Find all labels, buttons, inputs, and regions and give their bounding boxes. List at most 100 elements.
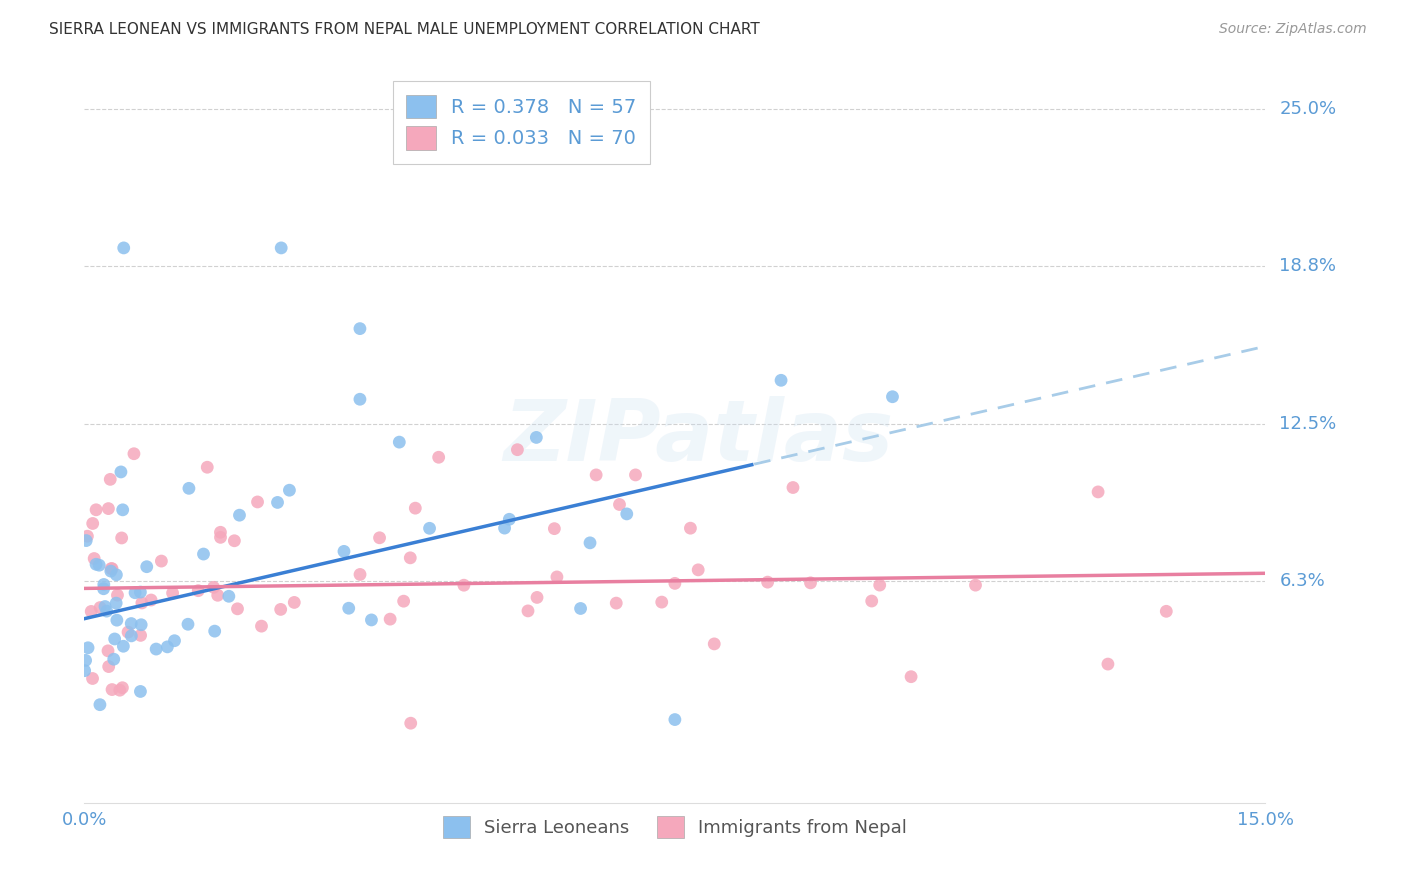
Point <box>799 575 821 590</box>
Point <box>349 321 371 335</box>
Point <box>427 450 450 465</box>
Point <box>100 564 122 578</box>
Point <box>177 481 200 495</box>
Point <box>93 577 115 591</box>
Point <box>224 533 246 548</box>
Point <box>129 585 152 599</box>
Point <box>278 483 301 498</box>
Point <box>1097 657 1119 671</box>
Point <box>195 460 218 475</box>
Point <box>89 698 111 712</box>
Point <box>162 586 184 600</box>
Point <box>1156 604 1178 618</box>
Text: 18.8%: 18.8% <box>1279 257 1336 275</box>
Point <box>110 465 132 479</box>
Point <box>100 561 122 575</box>
Point <box>82 672 104 686</box>
Point <box>156 640 179 654</box>
Point <box>688 563 710 577</box>
Point <box>107 588 129 602</box>
Point <box>900 670 922 684</box>
Point <box>77 640 100 655</box>
Text: 25.0%: 25.0% <box>1279 100 1337 119</box>
Point <box>609 498 631 512</box>
Point <box>860 594 883 608</box>
Point <box>333 544 356 558</box>
Point <box>145 642 167 657</box>
Point <box>94 599 117 614</box>
Point <box>349 392 371 407</box>
Point <box>605 596 627 610</box>
Text: 6.3%: 6.3% <box>1279 572 1324 590</box>
Point <box>651 595 673 609</box>
Point <box>76 529 98 543</box>
Point <box>105 567 128 582</box>
Point <box>270 602 292 616</box>
Point <box>139 593 162 607</box>
Point <box>97 659 120 673</box>
Point <box>882 390 904 404</box>
Point <box>73 664 96 678</box>
Point <box>388 435 411 450</box>
Point <box>120 629 142 643</box>
Point <box>506 442 529 457</box>
Point <box>75 653 97 667</box>
Point <box>150 554 173 568</box>
Point <box>104 632 127 646</box>
Text: SIERRA LEONEAN VS IMMIGRANTS FROM NEPAL MALE UNEMPLOYMENT CORRELATION CHART: SIERRA LEONEAN VS IMMIGRANTS FROM NEPAL … <box>49 22 761 37</box>
Point <box>270 241 292 255</box>
Point <box>616 507 638 521</box>
Point <box>96 604 118 618</box>
Point <box>193 547 215 561</box>
Point <box>120 616 142 631</box>
Point <box>131 596 153 610</box>
Point <box>624 467 647 482</box>
Point <box>498 512 520 526</box>
Point <box>75 533 97 548</box>
Point <box>105 596 128 610</box>
Point <box>349 567 371 582</box>
Point <box>108 683 131 698</box>
Point <box>337 601 360 615</box>
Point <box>664 713 686 727</box>
Point <box>266 495 288 509</box>
Point <box>129 628 152 642</box>
Point <box>98 472 121 486</box>
Point <box>703 637 725 651</box>
Point <box>404 501 426 516</box>
Point <box>97 501 120 516</box>
Point <box>679 521 702 535</box>
Point <box>105 613 128 627</box>
Point <box>869 578 891 592</box>
Point <box>965 578 987 592</box>
Point <box>97 644 120 658</box>
Point <box>129 684 152 698</box>
Point <box>82 516 104 531</box>
Point <box>207 588 229 602</box>
Point <box>378 612 401 626</box>
Point <box>112 639 135 653</box>
Point <box>209 530 232 544</box>
Point <box>89 558 111 573</box>
Point <box>283 595 305 609</box>
Point <box>112 241 135 255</box>
Point <box>111 681 134 695</box>
Point <box>756 575 779 590</box>
Point <box>517 604 540 618</box>
Point <box>368 531 391 545</box>
Text: ZIPatlas: ZIPatlas <box>503 395 894 479</box>
Text: Source: ZipAtlas.com: Source: ZipAtlas.com <box>1219 22 1367 37</box>
Point <box>103 652 125 666</box>
Point <box>135 559 157 574</box>
Point <box>209 525 232 540</box>
Point <box>546 570 568 584</box>
Point <box>226 602 249 616</box>
Point <box>392 594 415 608</box>
Point <box>585 467 607 482</box>
Point <box>526 591 548 605</box>
Point <box>204 624 226 639</box>
Point <box>1087 484 1109 499</box>
Point <box>83 551 105 566</box>
Legend: Sierra Leoneans, Immigrants from Nepal: Sierra Leoneans, Immigrants from Nepal <box>436 808 914 845</box>
Point <box>101 561 124 575</box>
